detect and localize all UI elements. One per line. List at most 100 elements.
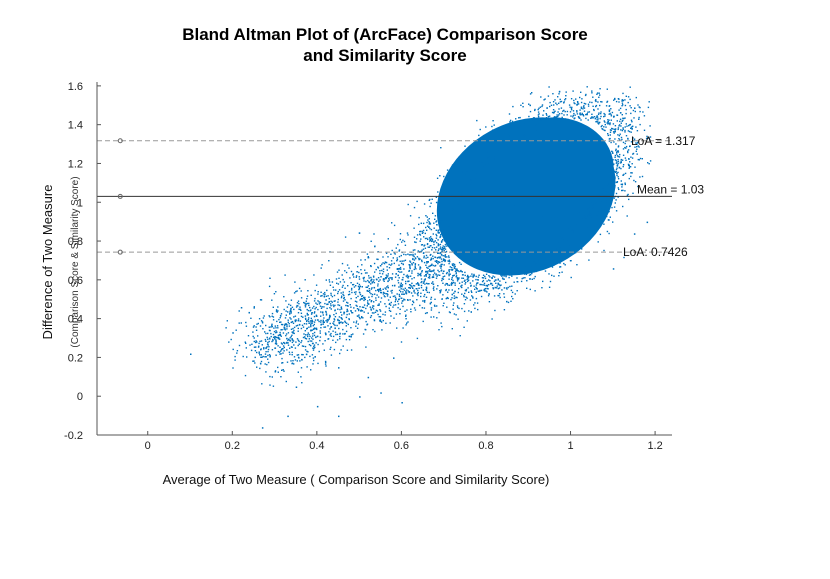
scatter-point bbox=[405, 292, 408, 294]
scatter-point bbox=[531, 278, 533, 280]
scatter-point bbox=[261, 356, 263, 358]
scatter-point bbox=[620, 122, 622, 124]
scatter-point bbox=[260, 320, 263, 322]
scatter-point bbox=[394, 304, 397, 306]
scatter-point bbox=[464, 157, 466, 159]
scatter-point bbox=[388, 267, 391, 269]
scatter-point bbox=[335, 341, 337, 344]
scatter-point bbox=[576, 111, 578, 113]
scatter-point bbox=[603, 212, 606, 214]
scatter-point bbox=[465, 185, 467, 188]
scatter-point bbox=[433, 241, 435, 243]
scatter-point bbox=[601, 208, 603, 211]
scatter-point bbox=[464, 241, 466, 244]
scatter-point bbox=[630, 156, 632, 158]
scatter-point bbox=[317, 362, 319, 365]
scatter-point bbox=[301, 345, 304, 347]
scatter-point bbox=[579, 217, 581, 219]
scatter-point bbox=[375, 309, 378, 312]
scatter-point bbox=[580, 214, 583, 216]
scatter-point bbox=[298, 343, 300, 345]
scatter-point bbox=[617, 146, 620, 148]
scatter-point bbox=[435, 249, 437, 251]
scatter-point bbox=[591, 117, 593, 119]
scatter-point bbox=[397, 279, 399, 282]
scatter-point bbox=[506, 144, 509, 147]
scatter-point bbox=[450, 298, 452, 301]
scatter-point bbox=[453, 179, 455, 181]
scatter-point bbox=[409, 284, 412, 286]
scatter-point bbox=[347, 294, 350, 296]
scatter-point bbox=[440, 267, 442, 269]
scatter-point bbox=[627, 193, 629, 196]
scatter-point bbox=[465, 187, 467, 189]
scatter-point bbox=[630, 126, 633, 128]
scatter-point bbox=[425, 257, 427, 259]
scatter-point bbox=[257, 335, 259, 337]
scatter-point bbox=[368, 281, 370, 283]
scatter-point bbox=[307, 335, 309, 338]
scatter-point bbox=[445, 220, 447, 222]
scatter-point bbox=[313, 334, 316, 337]
scatter-point bbox=[282, 332, 285, 334]
scatter-point bbox=[302, 336, 305, 339]
scatter-point bbox=[594, 118, 596, 120]
scatter-point bbox=[322, 323, 324, 325]
scatter-point bbox=[318, 301, 320, 303]
scatter-point bbox=[616, 151, 618, 153]
scatter-point bbox=[604, 193, 606, 196]
scatter-point bbox=[290, 335, 292, 338]
scatter-point bbox=[395, 273, 397, 275]
scatter-point bbox=[373, 281, 376, 284]
scatter-point bbox=[327, 295, 329, 297]
scatter-point bbox=[313, 321, 316, 323]
scatter-point bbox=[593, 108, 595, 111]
scatter-point bbox=[295, 386, 298, 388]
scatter-point bbox=[258, 345, 260, 347]
scatter-point bbox=[485, 126, 487, 128]
scatter-point bbox=[232, 348, 234, 351]
scatter-point bbox=[430, 298, 432, 300]
scatter-point bbox=[594, 218, 597, 220]
scatter-point bbox=[598, 92, 600, 94]
scatter-point bbox=[508, 145, 510, 147]
scatter-point bbox=[468, 276, 470, 278]
scatter-point bbox=[501, 270, 504, 272]
scatter-point bbox=[613, 206, 616, 208]
scatter-point bbox=[405, 275, 407, 277]
scatter-point bbox=[407, 253, 409, 255]
scatter-point bbox=[568, 104, 571, 106]
scatter-point bbox=[620, 180, 622, 182]
scatter-point bbox=[492, 129, 494, 131]
scatter-point bbox=[514, 122, 516, 124]
scatter-point bbox=[447, 216, 450, 218]
scatter-point bbox=[256, 351, 258, 354]
scatter-point bbox=[338, 321, 340, 324]
scatter-point bbox=[409, 287, 411, 289]
scatter-point bbox=[404, 310, 406, 312]
scatter-point bbox=[617, 176, 619, 178]
scatter-point bbox=[630, 119, 633, 121]
scatter-point bbox=[566, 110, 569, 113]
scatter-point bbox=[416, 238, 418, 240]
scatter-point bbox=[512, 143, 515, 146]
scatter-point bbox=[432, 283, 435, 285]
scatter-point bbox=[585, 225, 587, 227]
scatter-point bbox=[328, 260, 330, 262]
scatter-point bbox=[469, 170, 472, 172]
scatter-point bbox=[612, 123, 615, 125]
scatter-point bbox=[349, 277, 351, 279]
scatter-point bbox=[440, 254, 443, 256]
scatter-point bbox=[526, 287, 528, 289]
scatter-point bbox=[287, 311, 289, 313]
scatter-point bbox=[546, 119, 548, 121]
scatter-point bbox=[311, 322, 313, 325]
scatter-point bbox=[325, 314, 328, 316]
scatter-point bbox=[292, 332, 294, 334]
scatter-point bbox=[256, 323, 258, 325]
scatter-point bbox=[322, 311, 324, 313]
scatter-point bbox=[416, 337, 419, 340]
scatter-point bbox=[441, 232, 443, 235]
scatter-point bbox=[317, 300, 319, 302]
scatter-point bbox=[601, 205, 603, 208]
